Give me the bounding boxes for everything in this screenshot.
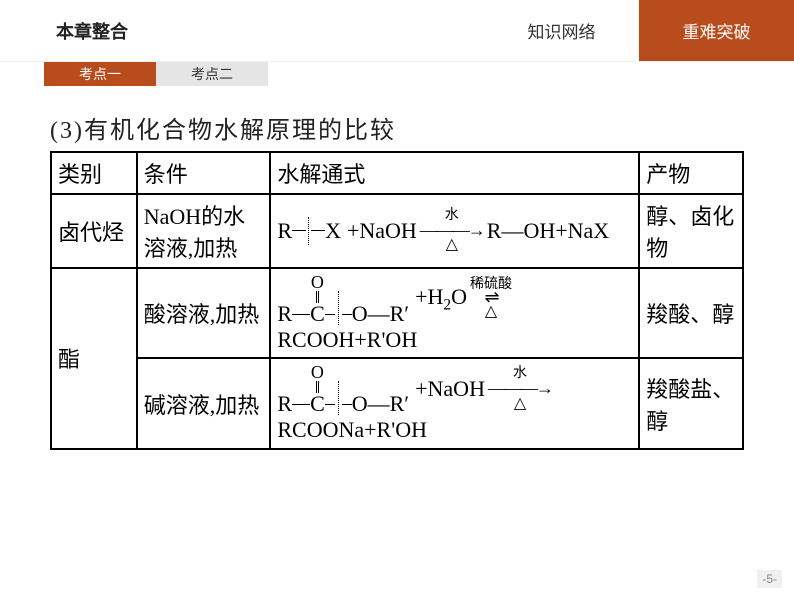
subtab-point-1[interactable]: 考点一 bbox=[44, 62, 156, 86]
carbonyl-carbon: C bbox=[310, 303, 325, 325]
bond-icon bbox=[342, 404, 352, 405]
ester-left: R bbox=[277, 303, 292, 325]
bond-icon bbox=[292, 314, 310, 315]
page-number: -5- bbox=[757, 570, 782, 588]
eq-plus: +NaOH bbox=[347, 218, 417, 244]
cell-condition: 碱溶液,加热 bbox=[137, 358, 271, 448]
eq-plus: +NaOH bbox=[415, 376, 485, 402]
table-header-row: 类别 条件 水解通式 产物 bbox=[51, 152, 743, 194]
cell-product: 羧酸盐、醇 bbox=[639, 358, 743, 448]
reaction-arrow: 水 ———→ △ bbox=[488, 367, 552, 411]
header-condition: 条件 bbox=[137, 152, 271, 194]
carbonyl-oxygen: O bbox=[311, 363, 324, 381]
tab-difficulty-breakthrough[interactable]: 重难突破 bbox=[639, 0, 794, 61]
top-bar: 本章整合 知识网络 重难突破 bbox=[0, 0, 794, 62]
carbonyl-group: O C bbox=[310, 273, 325, 325]
ester-fragment: R O C O—R′ bbox=[277, 363, 409, 415]
chapter-title: 本章整合 bbox=[0, 0, 484, 61]
cell-product: 醇、卤化物 bbox=[639, 194, 743, 268]
eq-plus: +H2O bbox=[415, 284, 467, 315]
ester-right: O—R′ bbox=[352, 393, 409, 415]
section-heading: (3)有机化合物水解原理的比较 bbox=[50, 110, 744, 145]
ester-fragment: R O C O—R′ bbox=[277, 273, 409, 325]
content-area: (3)有机化合物水解原理的比较 类别 条件 水解通式 产物 卤代烃 NaOH的水… bbox=[0, 86, 794, 450]
arrow-bottom-label: △ bbox=[446, 237, 458, 253]
cell-equation: R O C O—R′ +NaOH bbox=[270, 358, 639, 448]
reaction-arrow: 水 ———→ △ bbox=[420, 209, 484, 253]
cell-equation: R O C O—R′ +H2O bbox=[270, 268, 639, 358]
arrow-line-icon: ⇌ bbox=[484, 293, 497, 302]
arrow-bottom-label: △ bbox=[514, 396, 526, 412]
ester-left: R bbox=[277, 393, 292, 415]
dotted-bond-icon bbox=[338, 291, 339, 325]
subtab-bar: 考点一 考点二 bbox=[0, 62, 794, 86]
cell-category: 卤代烃 bbox=[51, 194, 137, 268]
hydrolysis-comparison-table: 类别 条件 水解通式 产物 卤代烃 NaOH的水溶液,加热 R X +NaOH … bbox=[50, 151, 744, 450]
arrow-bottom-label: △ bbox=[485, 302, 497, 321]
dotted-bond-icon bbox=[308, 217, 309, 245]
ester-right: O—R′ bbox=[352, 303, 409, 325]
cell-category: 酯 bbox=[51, 268, 137, 449]
bond-icon bbox=[342, 314, 352, 315]
eq-rhs: R—OH+NaX bbox=[487, 218, 609, 244]
bond-icon bbox=[325, 404, 335, 405]
reversible-arrow: 稀硫酸 ⇌ △ bbox=[470, 277, 512, 322]
cell-condition: 酸溶液,加热 bbox=[137, 268, 271, 358]
arrow-line-icon: ———→ bbox=[488, 381, 552, 395]
table-row: 卤代烃 NaOH的水溶液,加热 R X +NaOH 水 ———→ △ R bbox=[51, 194, 743, 268]
tab-knowledge-network[interactable]: 知识网络 bbox=[484, 0, 639, 61]
cell-condition: NaOH的水溶液,加热 bbox=[137, 194, 271, 268]
table-row: 酯 酸溶液,加热 R O C O—R′ bbox=[51, 268, 743, 358]
header-product: 产物 bbox=[639, 152, 743, 194]
bond-icon bbox=[325, 314, 335, 315]
carbonyl-group: O C bbox=[310, 363, 325, 415]
table-row: 碱溶液,加热 R O C O—R′ bbox=[51, 358, 743, 448]
eq-products-line: RCOONa+R'OH bbox=[277, 417, 632, 443]
eq-lhs-right: X bbox=[325, 218, 341, 244]
header-equation: 水解通式 bbox=[270, 152, 639, 194]
arrow-line-icon: ———→ bbox=[420, 223, 484, 237]
dotted-bond-icon bbox=[338, 381, 339, 415]
bond-icon bbox=[311, 230, 325, 231]
subtab-point-2[interactable]: 考点二 bbox=[156, 62, 268, 86]
carbonyl-carbon: C bbox=[310, 393, 325, 415]
bond-icon bbox=[292, 230, 306, 231]
eq-products-line: RCOOH+R'OH bbox=[277, 327, 632, 353]
carbonyl-oxygen: O bbox=[311, 273, 324, 291]
bond-icon bbox=[292, 404, 310, 405]
cell-equation: R X +NaOH 水 ———→ △ R—OH+NaX bbox=[270, 194, 639, 268]
eq-lhs-left: R bbox=[277, 218, 292, 244]
header-category: 类别 bbox=[51, 152, 137, 194]
cell-product: 羧酸、醇 bbox=[639, 268, 743, 358]
